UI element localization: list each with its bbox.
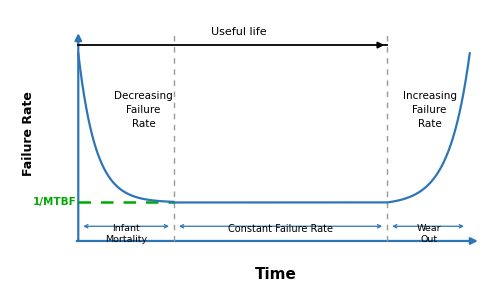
Text: Useful life: Useful life <box>211 27 266 37</box>
Text: 1/MTBF: 1/MTBF <box>32 197 76 207</box>
Text: Decreasing
Failure
Rate: Decreasing Failure Rate <box>114 90 173 129</box>
Text: Infant
Mortality: Infant Mortality <box>105 224 147 244</box>
Text: Failure Rate: Failure Rate <box>22 91 35 176</box>
Text: Wear
Out: Wear Out <box>417 224 442 244</box>
Text: Time: Time <box>256 267 297 282</box>
Text: Increasing
Failure
Rate: Increasing Failure Rate <box>402 90 456 129</box>
Text: Constant Failure Rate: Constant Failure Rate <box>228 224 333 234</box>
